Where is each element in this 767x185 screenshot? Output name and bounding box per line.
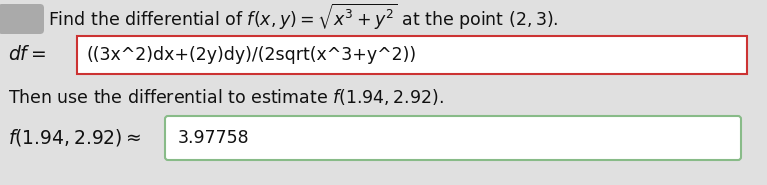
Text: Find the differential of $f(x, y) = \sqrt{x^3 + y^2}$ at the point $(2, 3)$.: Find the differential of $f(x, y) = \sqr… xyxy=(48,2,558,32)
Text: ((3x^2)dx+(2y)dy)/(2sqrt(x^3+y^2)): ((3x^2)dx+(2y)dy)/(2sqrt(x^3+y^2)) xyxy=(86,46,416,64)
Text: $f(1.94, 2.92) \approx$: $f(1.94, 2.92) \approx$ xyxy=(8,127,141,147)
FancyBboxPatch shape xyxy=(165,116,741,160)
Text: 3.97758: 3.97758 xyxy=(178,129,249,147)
Text: Then use the differential to estimate $f(1.94, 2.92)$.: Then use the differential to estimate $f… xyxy=(8,87,443,107)
Text: $df=$: $df=$ xyxy=(8,46,46,65)
FancyBboxPatch shape xyxy=(0,4,44,34)
FancyBboxPatch shape xyxy=(77,36,747,74)
